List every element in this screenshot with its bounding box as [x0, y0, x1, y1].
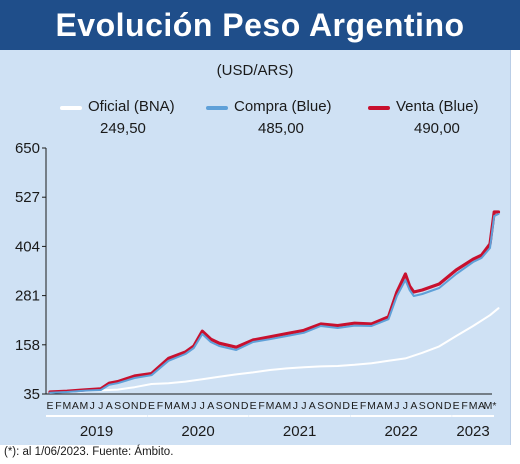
x-tick-label: M — [266, 400, 275, 412]
x-tick-label: D — [139, 400, 147, 412]
x-tick-label: A — [106, 400, 113, 412]
year-label: 2020 — [181, 423, 214, 440]
legend-swatch-compra — [206, 106, 228, 110]
x-tick-label: A — [376, 400, 383, 412]
footnote: (*): al 1/06/2023. Fuente: Ámbito. — [4, 446, 174, 458]
x-tick-label: A — [207, 400, 214, 412]
x-tick-label: O — [224, 400, 232, 412]
x-tick-label: M — [164, 400, 173, 412]
x-tick-label: E — [250, 400, 257, 412]
x-tick-label: N — [131, 400, 139, 412]
x-tick-label: O — [122, 400, 130, 412]
chart-panel — [0, 50, 511, 445]
x-tick-label: M — [63, 400, 72, 412]
x-tick-label: A — [478, 400, 485, 412]
x-tick-label: F — [461, 400, 467, 412]
title-bar: Evolución Peso Argentino — [0, 0, 520, 50]
x-tick-label: M — [384, 400, 393, 412]
x-tick-label: A — [72, 400, 79, 412]
x-tick-label: J — [200, 400, 205, 412]
x-tick-label: S — [317, 400, 324, 412]
series-line-venta — [48, 210, 501, 394]
x-tick-label: F — [258, 400, 264, 412]
legend-label-oficial: Oficial (BNA) — [88, 98, 175, 115]
y-tick-label: 404 — [15, 238, 40, 255]
x-tick-label: M — [367, 400, 376, 412]
x-tick-label: J — [191, 400, 196, 412]
x-tick-label: J — [301, 400, 306, 412]
x-tick-label: J — [394, 400, 399, 412]
x-tick-label: F — [360, 400, 366, 412]
x-tick-label: F — [55, 400, 61, 412]
x-tick-label: O — [325, 400, 333, 412]
y-tick-label: 650 — [15, 140, 40, 157]
x-tick-label: M — [469, 400, 478, 412]
x-tick-label: M — [79, 400, 88, 412]
x-tick-label: J — [90, 400, 95, 412]
x-tick-label: S — [419, 400, 426, 412]
x-tick-label: J — [293, 400, 298, 412]
x-tick-label: E — [453, 400, 460, 412]
x-tick-label: S — [216, 400, 223, 412]
x-tick-label: E — [351, 400, 358, 412]
legend-label-compra: Compra (Blue) — [234, 98, 332, 115]
x-tick-label: N — [232, 400, 240, 412]
legend-swatch-venta — [368, 106, 390, 110]
year-label: 2023 — [456, 423, 489, 440]
x-tick-label: J — [98, 400, 103, 412]
legend-value-venta: 490,00 — [414, 120, 460, 137]
year-label: 2022 — [384, 423, 417, 440]
x-tick-label: O — [427, 400, 435, 412]
x-tick-label: N — [435, 400, 443, 412]
x-tick-label: D — [444, 400, 452, 412]
x-tick-label: A — [275, 400, 282, 412]
x-tick-label: D — [342, 400, 350, 412]
series-line-compra — [49, 213, 500, 394]
unit-label: (USD/ARS) — [216, 62, 294, 79]
x-tick-label: M* — [484, 400, 497, 412]
y-tick-label: 281 — [15, 288, 40, 305]
y-tick-label: 158 — [15, 337, 40, 354]
x-tick-label: M — [181, 400, 190, 412]
x-tick-label: S — [114, 400, 121, 412]
x-tick-label: F — [157, 400, 163, 412]
x-tick-label: N — [334, 400, 342, 412]
x-tick-label: M — [283, 400, 292, 412]
x-tick-label: D — [241, 400, 249, 412]
year-label: 2021 — [283, 423, 316, 440]
chart-title: Evolución Peso Argentino — [55, 6, 465, 43]
legend-swatch-oficial — [60, 106, 82, 110]
x-tick-label: E — [46, 400, 53, 412]
x-tick-label: E — [148, 400, 155, 412]
x-tick-label: J — [403, 400, 408, 412]
legend-value-oficial: 249,50 — [100, 120, 146, 137]
legend-label-venta: Venta (Blue) — [396, 98, 479, 115]
y-tick-label: 527 — [15, 189, 40, 206]
x-tick-label: A — [309, 400, 316, 412]
x-tick-label: A — [173, 400, 180, 412]
series-line-oficial — [49, 307, 500, 394]
y-tick-label: 35 — [23, 386, 40, 403]
x-tick-label: A — [410, 400, 417, 412]
legend-value-compra: 485,00 — [258, 120, 304, 137]
year-label: 2019 — [80, 423, 113, 440]
